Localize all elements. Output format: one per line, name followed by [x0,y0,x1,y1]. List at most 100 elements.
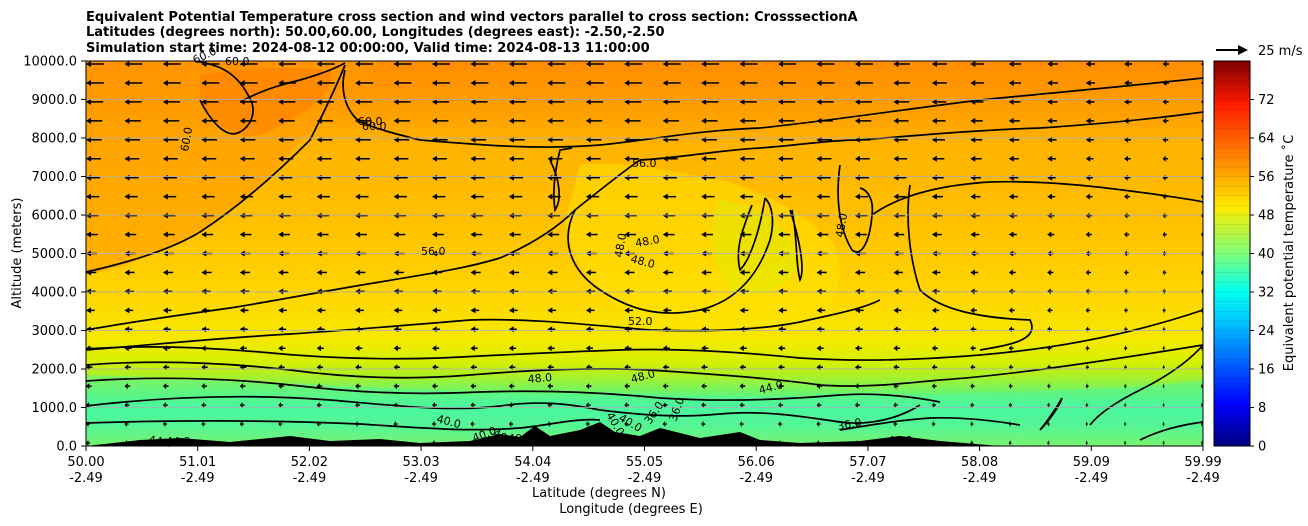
wind-vector-head [893,193,899,200]
wind-vector-head [1008,288,1013,295]
wind-vector-head [547,155,553,162]
wind-vector-head [355,61,361,67]
y-tick-label: 5000.0 [32,247,78,262]
wind-vector-head [816,155,822,162]
wind-vector-head [355,421,358,428]
wind-vector-head [816,269,822,276]
wind-vector-head [316,79,322,86]
wind-vector-head [1047,345,1050,352]
y-tick-label: 9000.0 [32,93,78,108]
wind-vector-field [86,61,1203,446]
wind-vector-head [662,383,667,390]
wind-vector-head [239,402,243,409]
wind-vector-head [1085,212,1090,219]
wind-vector-head [239,269,245,276]
isotherm-line [789,209,803,283]
wind-vector-head [816,345,821,352]
wind-vector-head [624,402,628,409]
wind-vector-head [355,288,361,295]
wind-vector-head [585,61,591,67]
wind-vector-head [393,231,399,238]
y-tick-label: 1000.0 [32,401,78,416]
wind-vector-head [278,307,284,314]
wind-vector-head [662,269,668,276]
wind-vector-head [893,307,899,314]
wind-vector-head [239,155,245,162]
wind-vector-head [86,193,91,200]
isotherm-line [837,164,874,253]
y-tick-label: 3000.0 [32,324,78,339]
wind-vector-head [854,79,860,86]
wind-vector-head [854,98,860,105]
wind-vector-head [1008,345,1012,352]
wind-vector-head [1047,61,1053,67]
wind-vector-head [739,421,743,428]
wind-vector-head [1201,345,1203,352]
wind-vector-head [355,307,361,314]
wind-vector-head [931,212,937,219]
wind-vector-head [662,193,668,200]
colorbar-steps [1214,70,1250,437]
wind-vector-head [1008,117,1014,124]
wind-vector-head [1085,402,1088,409]
wind-vector-head [86,212,91,219]
wind-vector-head [201,231,207,238]
wind-vector-head [1201,288,1203,295]
wind-vector-head [316,155,322,162]
wind-vector-head [1124,269,1127,276]
wind-vector-head [1008,383,1012,390]
wind-vector-head [778,383,782,390]
wind-vector-head [1047,307,1051,314]
wind-vector-head [624,98,630,105]
wind-vector-head [854,421,858,428]
wind-vector-head [893,98,899,105]
wind-vector-head [162,269,168,276]
cool-boundary-layer [86,375,1203,446]
wind-vector-head [624,61,630,67]
x-tick-label-latitude: 52.02 [291,455,328,470]
contour-label: 40.0 [888,434,913,447]
wind-vector-head [547,193,553,200]
quiver-key-label: 25 m/s [1258,44,1303,59]
wind-vector-head [1162,79,1167,86]
wind-vector-head [739,345,744,352]
wind-vector-head [701,117,707,124]
wind-vector-head [1201,402,1203,409]
wind-vector-head [624,212,630,219]
wind-vector-head [1124,231,1128,238]
wind-vector-head [816,288,822,295]
wind-vector-head [162,117,168,124]
wind-vector-head [893,231,899,238]
wind-vector-head [1008,307,1013,314]
wind-vector-head [931,193,937,200]
wind-vector-head [1201,421,1203,428]
wind-vector-head [854,117,860,124]
wind-vector-head [585,98,591,105]
wind-vector-head [278,269,284,276]
wind-vector-head [778,117,784,124]
wind-vector-head [701,61,707,67]
isotherm-line [907,184,1033,351]
wind-vector-head [624,79,630,86]
wind-vector-head [931,61,937,67]
wind-vector-head [86,307,91,314]
colorbar-label: Equivalent potential temperature ˚C [1281,135,1297,371]
wind-vector-head [316,345,321,352]
wind-vector-head [86,79,91,86]
wind-vector-head [547,212,553,219]
wind-vector-head [778,421,781,428]
wind-vector-head [1162,231,1166,238]
wind-vector-head [162,79,168,86]
wind-vector-head [1008,402,1011,409]
wind-vector-head [1085,269,1089,276]
wind-vector-head [201,307,207,314]
wind-vector-head [585,79,591,86]
wind-vector-head [547,61,553,67]
colorbar-tick-label: 8 [1258,401,1266,416]
wind-vector-head [854,345,860,352]
x-tick-label-longitude: -2.49 [628,471,662,486]
wind-vector-head [393,193,399,200]
wind-vector-head [316,383,321,390]
wind-vector-head [239,231,245,238]
